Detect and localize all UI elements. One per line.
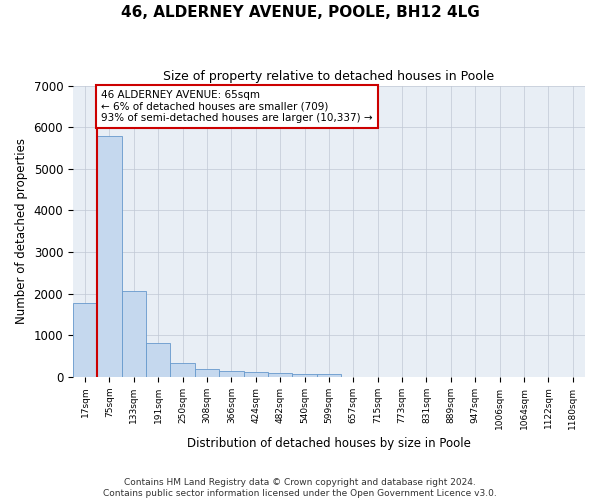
Bar xyxy=(244,372,268,377)
Bar xyxy=(73,303,97,377)
Bar xyxy=(146,342,170,377)
Bar xyxy=(122,291,146,377)
X-axis label: Distribution of detached houses by size in Poole: Distribution of detached houses by size … xyxy=(187,437,471,450)
Text: Contains HM Land Registry data © Crown copyright and database right 2024.
Contai: Contains HM Land Registry data © Crown c… xyxy=(103,478,497,498)
Bar xyxy=(219,372,244,377)
Text: 46 ALDERNEY AVENUE: 65sqm
← 6% of detached houses are smaller (709)
93% of semi-: 46 ALDERNEY AVENUE: 65sqm ← 6% of detach… xyxy=(101,90,373,123)
Text: 46, ALDERNEY AVENUE, POOLE, BH12 4LG: 46, ALDERNEY AVENUE, POOLE, BH12 4LG xyxy=(121,5,479,20)
Bar xyxy=(268,373,292,377)
Title: Size of property relative to detached houses in Poole: Size of property relative to detached ho… xyxy=(163,70,494,83)
Bar xyxy=(317,374,341,377)
Bar xyxy=(292,374,317,377)
Bar xyxy=(170,362,195,377)
Y-axis label: Number of detached properties: Number of detached properties xyxy=(15,138,28,324)
Bar xyxy=(97,136,122,377)
Bar xyxy=(195,369,219,377)
